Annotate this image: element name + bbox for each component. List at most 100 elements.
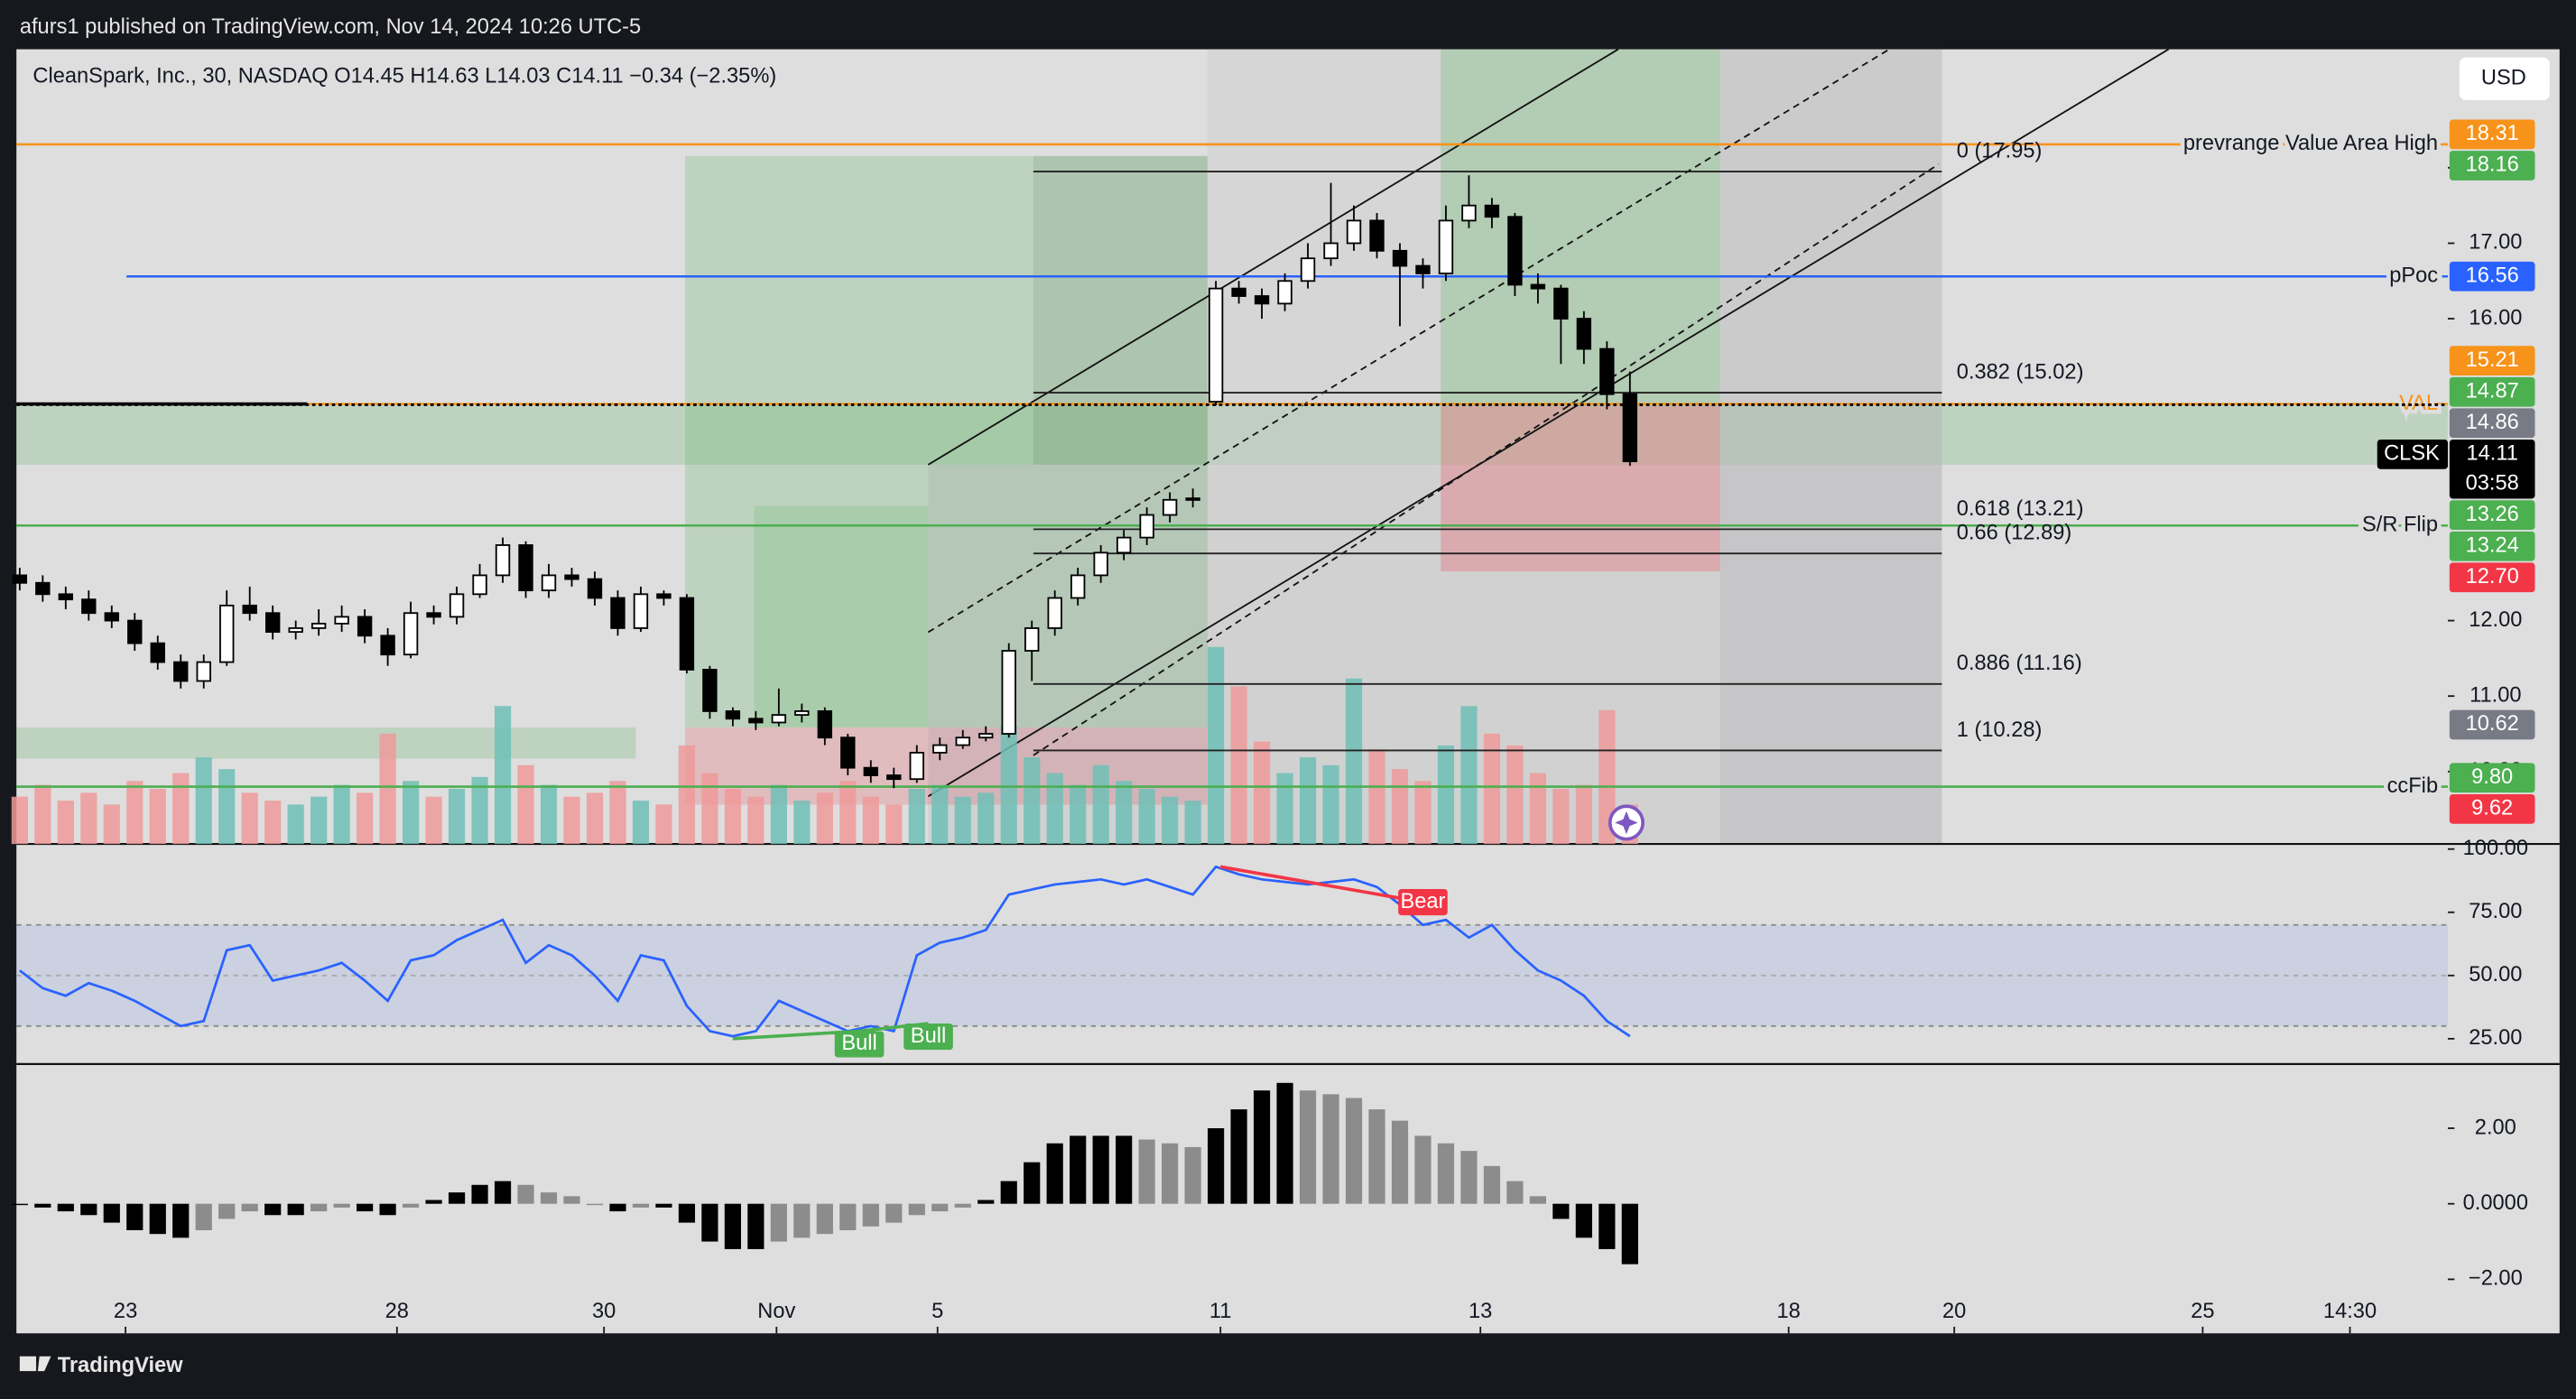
histogram-bar	[195, 1203, 212, 1230]
candle-body	[840, 737, 856, 769]
symbol: CleanSpark, Inc., 30, NASDAQ	[32, 65, 328, 88]
volume-bar	[126, 781, 144, 845]
histogram-bar	[1184, 1146, 1201, 1204]
zone	[16, 405, 2449, 465]
histogram-bar	[839, 1203, 857, 1230]
volume-bar	[57, 801, 74, 845]
candle-body	[909, 752, 924, 781]
histogram-bar	[1460, 1151, 1478, 1204]
volume-bar	[333, 784, 350, 845]
volume-bar	[1414, 781, 1432, 845]
price-tag	[2449, 500, 2535, 531]
volume-bar	[310, 796, 328, 845]
histogram-bar	[632, 1203, 650, 1208]
divergence-tag	[903, 1024, 953, 1051]
x-tick-label: 30	[592, 1300, 616, 1323]
fib-label: 0.886 (11.16)	[1957, 652, 2082, 675]
candle-body	[1254, 295, 1270, 305]
candle-body	[1047, 597, 1062, 629]
volume-bar	[1138, 788, 1155, 845]
candle-body	[587, 578, 603, 599]
histogram-bar	[379, 1203, 396, 1216]
candle-body	[610, 597, 625, 629]
histogram-bar	[793, 1203, 811, 1238]
histogram-bar	[816, 1203, 833, 1235]
volume-bar	[1092, 764, 1109, 845]
price-tag-label: 12.70	[2466, 565, 2519, 588]
x-tick-label: 11	[1209, 1300, 1232, 1323]
histogram-bar	[1299, 1090, 1317, 1204]
volume-bar	[1024, 757, 1041, 845]
candle-body	[725, 710, 741, 720]
candle-body	[173, 661, 189, 682]
divergence-label: Bear	[1400, 890, 1445, 913]
candle-body	[1392, 249, 1408, 267]
x-tick-label: 23	[114, 1300, 137, 1323]
candle-body	[1346, 219, 1362, 245]
volume-bar	[1070, 784, 1087, 845]
histogram-bar	[1070, 1135, 1087, 1204]
candle-body	[633, 593, 649, 629]
volume-bar	[1368, 749, 1385, 845]
channel-line	[927, 48, 2170, 798]
histogram-bar	[149, 1203, 166, 1235]
zone	[16, 727, 636, 759]
histogram-bar	[517, 1184, 534, 1204]
candle-body	[1599, 347, 1615, 395]
histogram-bar	[34, 1203, 51, 1208]
divergence-label: Bull	[911, 1024, 946, 1048]
candle-body	[541, 574, 557, 592]
rsi-line	[19, 865, 1631, 1038]
candle-body	[1553, 287, 1569, 320]
tv-logo	[19, 1356, 51, 1372]
volume-bar	[632, 801, 650, 845]
fib-label: 0.382 (15.02)	[1957, 360, 2084, 384]
fib-label: 0.618 (13.21)	[1957, 497, 2084, 521]
volume-bar	[1184, 801, 1201, 845]
volume-bar	[724, 788, 741, 845]
price-tag-label: 13.26	[2466, 503, 2519, 526]
histogram-bar	[1000, 1181, 1017, 1204]
histogram-bar	[1345, 1098, 1363, 1204]
histogram-bar	[1116, 1135, 1133, 1204]
volume-bar	[563, 796, 580, 845]
candle-body	[679, 597, 695, 671]
histogram-bar	[908, 1203, 925, 1216]
candle-body	[334, 616, 349, 625]
candle-body	[1323, 242, 1339, 260]
volume-bar	[149, 788, 166, 845]
candle-body	[1622, 393, 1638, 463]
fib-label: 0.66 (12.89)	[1957, 522, 2072, 545]
volume-bar	[793, 801, 811, 845]
currency[interactable]: USD	[2481, 67, 2526, 90]
level-label: VAL	[2399, 392, 2438, 415]
histogram-bar	[241, 1203, 258, 1212]
candle-body	[472, 574, 487, 596]
y-tick-label: 16.00	[2469, 306, 2522, 329]
candle-body	[656, 593, 672, 599]
x-tick-label: Nov	[757, 1300, 795, 1323]
histogram-bar	[126, 1203, 144, 1230]
volume-bar	[862, 796, 879, 845]
histogram-bar	[80, 1203, 97, 1216]
candle-body	[955, 737, 970, 746]
candle-body	[886, 774, 902, 781]
price-tag-label: 9.80	[2471, 765, 2513, 789]
volume-bar	[1116, 781, 1133, 845]
short-target-zone	[1441, 49, 1720, 406]
histogram-bar	[310, 1203, 328, 1212]
x-tick-label: 28	[385, 1300, 409, 1323]
price-tag-label: 15.21	[2466, 348, 2519, 372]
price-tag	[2449, 119, 2535, 150]
histogram-bar	[862, 1203, 879, 1227]
volume-bar	[978, 792, 995, 845]
level-label: pPoc	[2389, 264, 2438, 288]
histogram-bar	[1207, 1128, 1225, 1204]
volume-bar	[1598, 709, 1616, 845]
histogram-bar	[747, 1203, 764, 1249]
currency-button[interactable]	[2459, 57, 2550, 100]
histogram-bar	[1138, 1139, 1155, 1204]
brand: TradingView	[58, 1354, 183, 1377]
histogram-bar	[1414, 1135, 1432, 1204]
candle-body	[932, 744, 948, 754]
